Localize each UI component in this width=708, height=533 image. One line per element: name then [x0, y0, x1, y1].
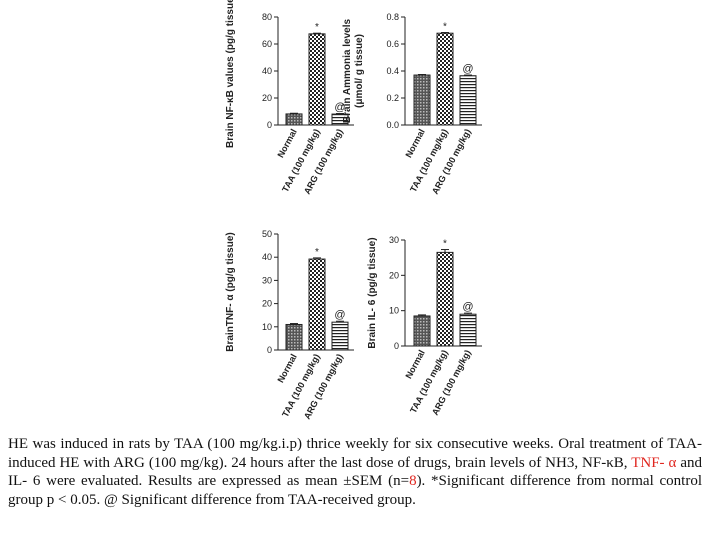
chart3-ytick-label: 10 — [262, 322, 272, 332]
chart2-bar — [459, 75, 477, 126]
chart2-ytick-label: 0.2 — [386, 93, 399, 103]
chart1-bar — [308, 33, 326, 126]
chart1-ytick-label: 0 — [267, 120, 272, 130]
chart4-significance-marker: @ — [462, 301, 473, 313]
chart2-panel: 0.0 0.2 0.4 0.6 0.8 Brain Ammonia levels (μmol… — [342, 12, 482, 196]
chart2-category-label: Normal — [403, 127, 426, 159]
chart3-ylabel: BrainTNF- α (pg/g tissue) — [225, 232, 236, 351]
figure-caption: HE was induced in rats by TAA (100 mg/kg… — [8, 435, 702, 509]
chart3-ytick-label: 0 — [267, 345, 272, 355]
caption-text-part2: and IL- 6 were evaluated. Results are ex… — [8, 454, 702, 490]
chart3-ytick-label: 30 — [262, 275, 272, 285]
chart2-ytick-label: 0.6 — [386, 39, 399, 49]
chart1-bar — [285, 113, 303, 126]
chart2-ylabel: Brain Ammonia levels — [342, 19, 353, 124]
chart2-ylabel: (μmol/ g tissue) — [354, 34, 365, 108]
chart1-ylabel: Brain NF-κB values (pg/g tissue) — [225, 0, 236, 148]
chart4-category-label: Normal — [403, 348, 426, 380]
chart3-ytick-label: 20 — [262, 299, 272, 309]
chart3-category-label: Normal — [275, 352, 298, 384]
caption-n-value: 8 — [409, 473, 417, 489]
chart4-ytick-label: 20 — [389, 270, 399, 280]
chart2-bar — [413, 74, 431, 126]
caption-text-part1: HE was induced in rats by TAA (100 mg/kg… — [8, 436, 702, 471]
chart4-bar — [436, 251, 454, 347]
chart3-significance-marker: @ — [334, 309, 345, 321]
chart3-ytick-label: 50 — [262, 229, 272, 239]
figure-panel-grid: 0 20 40 60 80 Brain NF-κB values (pg/g tissue… — [225, 0, 482, 420]
chart3-bar — [308, 258, 326, 351]
chart3-bar — [331, 321, 349, 351]
chart4-bar — [459, 313, 477, 347]
chart4-bar — [413, 315, 431, 347]
chart1-ytick-label: 20 — [262, 93, 272, 103]
chart2-significance-marker: * — [443, 22, 447, 33]
chart4-ytick-label: 10 — [389, 306, 399, 316]
chart1-significance-marker: * — [315, 22, 319, 33]
chart1-significance-marker: @ — [334, 102, 345, 114]
chart4-significance-marker: * — [443, 239, 447, 250]
chart4-ytick-label: 0 — [394, 341, 399, 351]
chart1-ytick-label: 80 — [262, 12, 272, 22]
chart1-ytick-label: 40 — [262, 66, 272, 76]
chart1-panel: 0 20 40 60 80 Brain NF-κB values (pg/g tissue… — [225, 0, 354, 196]
chart2-ytick-label: 0.4 — [386, 66, 399, 76]
chart2-significance-marker: @ — [462, 63, 473, 75]
caption-tnf-highlight: TNF- α — [631, 454, 677, 471]
caption-text-part3: ). *Significant difference from normal c… — [8, 473, 702, 508]
chart2-ytick-label: 0.0 — [386, 120, 399, 130]
chart4-ylabel: Brain IL- 6 (pg/g tissue) — [367, 237, 378, 348]
chart3-significance-marker: * — [315, 247, 319, 258]
chart2-bar — [436, 32, 454, 126]
chart3-panel: 0 10 20 30 40 50 BrainTNF- α (pg/g tissue) Norm… — [225, 229, 354, 420]
chart3-bar — [285, 323, 303, 351]
chart2-ytick-label: 0.8 — [386, 12, 399, 22]
chart1-category-label: Normal — [275, 127, 298, 159]
chart3-ytick-label: 40 — [262, 252, 272, 262]
chart1-ytick-label: 60 — [262, 39, 272, 49]
chart4-ytick-label: 30 — [389, 235, 399, 245]
